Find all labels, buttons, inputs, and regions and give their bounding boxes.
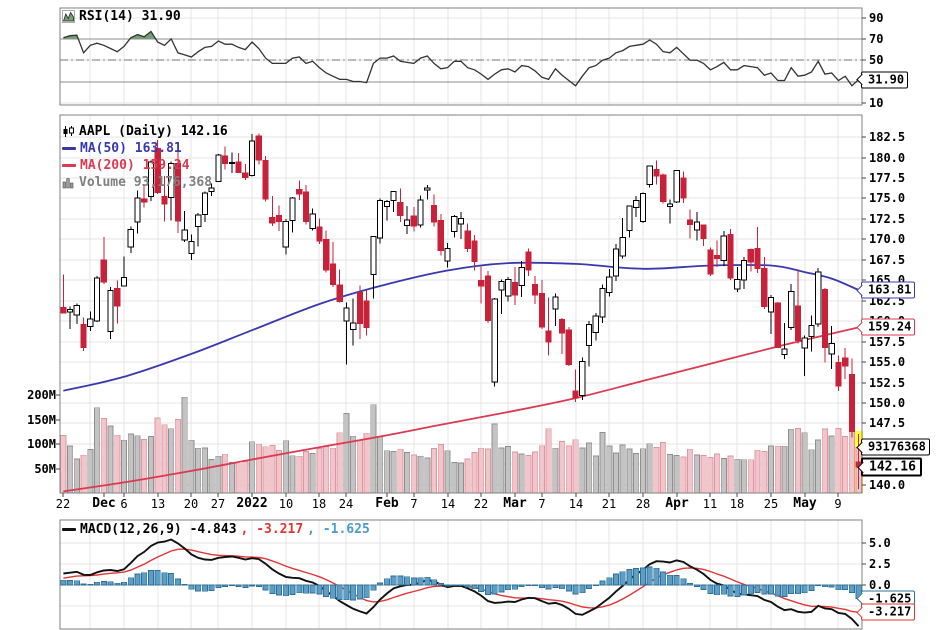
x-axis-label: 14	[440, 497, 456, 511]
macd-signal-callout: -3.217	[861, 603, 916, 621]
x-axis-label: 7	[538, 497, 546, 511]
rsi-value-callout: 31.90	[861, 71, 909, 89]
x-axis-label: 7	[410, 497, 418, 511]
x-axis-label: 6	[120, 497, 128, 511]
x-axis-label: 18	[311, 497, 327, 511]
macd-axis-label: 0.0	[869, 578, 891, 592]
x-axis-label: 24	[338, 497, 354, 511]
rsi-plot	[63, 30, 860, 87]
price-axis-label: 172.5	[869, 212, 906, 226]
x-axis-label: Dec	[92, 496, 116, 511]
rsi-plot-area[interactable]	[60, 8, 862, 105]
price-axis-label: 147.5	[869, 416, 906, 430]
x-axis-label: May	[793, 496, 817, 511]
x-axis-label: 22	[473, 497, 489, 511]
price-axis-label: 157.5	[869, 335, 906, 349]
rsi-area-icon	[62, 10, 75, 23]
macd-legend: MACD(12,26,9) -4.843 , -3.217 , -1.625	[62, 522, 370, 537]
x-axis-label: 13	[150, 497, 166, 511]
ma50-value-callout: 163.81	[861, 281, 916, 299]
x-axis-label: 18	[729, 497, 745, 511]
price-axis-label: 140.0	[869, 478, 906, 492]
ma50-line-swatch	[62, 147, 76, 150]
ma200-value-callout: 159.24	[861, 318, 916, 336]
x-axis-label: 21	[601, 497, 617, 511]
volume-axis-label: 50M	[34, 462, 56, 476]
macd-legend-main: MACD(12,26,9) -4.843	[80, 522, 237, 537]
candlestick-icon	[62, 125, 75, 138]
x-axis-label: 9	[834, 497, 842, 511]
x-axis-label: Mar	[503, 496, 527, 511]
x-axis-label: 28	[635, 497, 651, 511]
price-axis-label: 182.5	[869, 130, 906, 144]
price-value-callout: 142.16	[861, 457, 922, 477]
price-axis-label: 180.0	[869, 151, 906, 165]
x-axis-label: 20	[183, 497, 199, 511]
macd-histogram	[60, 566, 862, 601]
panel-borders	[59, 7, 863, 630]
x-axis-label: 11	[702, 497, 718, 511]
x-axis-label: 14	[568, 497, 584, 511]
price-axis-label: 152.5	[869, 376, 906, 390]
volume-axis-label: 100M	[27, 437, 56, 451]
rsi-legend-text: RSI(14) 31.90	[79, 9, 181, 24]
rsi-axis-label: 50	[869, 53, 884, 67]
macd-axis-label: 5.0	[869, 536, 891, 550]
axis-ticks	[56, 17, 866, 586]
x-axis-label: 2022	[236, 496, 268, 511]
ma200-line-swatch	[62, 164, 76, 167]
price-axis-label: 170.0	[869, 232, 906, 246]
x-axis-label: 25	[763, 497, 779, 511]
macd-legend-hist: , -1.625	[307, 522, 370, 537]
macd-plot-area[interactable]	[60, 520, 862, 629]
volume-bars-icon	[62, 176, 75, 189]
symbol-legend-row: AAPL (Daily) 142.16	[62, 124, 228, 139]
candlesticks	[60, 133, 862, 489]
x-axis-label: 22	[55, 497, 71, 511]
volume-axis-label: 200M	[27, 388, 56, 402]
x-axis-label: 10	[278, 497, 294, 511]
price-axis-label: 167.5	[869, 253, 906, 267]
volume-value-callout: 93176368	[861, 438, 930, 456]
volume-legend-text: Volume 93,176,368	[79, 175, 213, 190]
macd-line-swatch	[62, 528, 76, 531]
ma200-legend-row: MA(200) 159.24	[62, 158, 190, 173]
x-axis-label: 27	[210, 497, 226, 511]
volume-axis-label: 150M	[27, 413, 56, 427]
x-axis-label: Feb	[375, 496, 399, 511]
ma200-legend-text: MA(200) 159.24	[80, 158, 190, 173]
rsi-axis-label: 70	[869, 32, 884, 46]
x-axis-label: Apr	[665, 496, 689, 511]
price-axis-label: 175.0	[869, 191, 906, 205]
ma50-legend-text: MA(50) 163.81	[80, 141, 182, 156]
ma50-legend-row: MA(50) 163.81	[62, 141, 182, 156]
rsi-axis-label: 90	[869, 11, 884, 25]
macd-legend-signal: , -3.217	[240, 522, 304, 537]
moving-average-lines	[63, 261, 859, 493]
price-axis-label: 177.5	[869, 171, 906, 185]
price-axis-label: 150.0	[869, 396, 906, 410]
macd-axis-label: 2.5	[869, 557, 891, 571]
price-legend: AAPL (Daily) 142.16 MA(50) 163.81 MA(200…	[62, 124, 228, 190]
symbol-legend-text: AAPL (Daily) 142.16	[79, 124, 228, 139]
volume-legend-row: Volume 93,176,368	[62, 175, 212, 190]
ma200-line	[63, 326, 859, 493]
rsi-legend: RSI(14) 31.90	[62, 9, 181, 24]
ma50-line	[63, 261, 859, 392]
rsi-line	[63, 30, 860, 87]
rsi-axis-label: 10	[869, 96, 884, 110]
rsi-bands	[60, 38, 862, 83]
price-axis-label: 155.0	[869, 355, 906, 369]
